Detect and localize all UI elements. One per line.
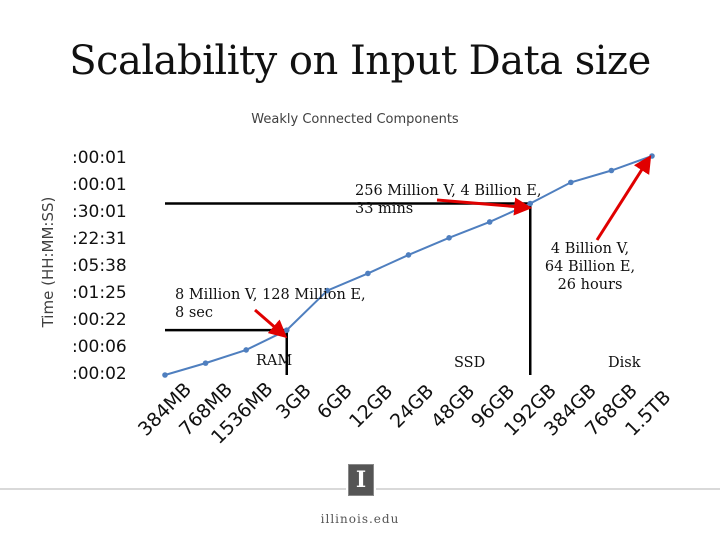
- region-label-ssd: SSD: [454, 355, 486, 371]
- data-point-12: [649, 153, 655, 159]
- callout-256m-line1: 256 Million V, 4 Billion E,: [355, 183, 542, 199]
- data-point-0: [162, 372, 168, 378]
- slide-title: Scalability on Input Data size: [69, 38, 651, 84]
- region-label-disk: Disk: [608, 355, 641, 371]
- callout-4b-line3: 26 hours: [557, 277, 623, 293]
- chart-title: Weakly Connected Components: [251, 112, 459, 127]
- region-label-ram: RAM: [256, 353, 293, 369]
- data-point-3: [283, 327, 290, 333]
- callout-256m-line2: 33 mins: [355, 201, 414, 217]
- data-point-7: [446, 234, 452, 241]
- y-tick-label: :00:02: [72, 364, 127, 384]
- data-point-1: [202, 360, 209, 366]
- y-tick-label: :22:31: [72, 229, 127, 249]
- callout-4b-line1: 4 Billion V,: [550, 241, 630, 257]
- y-tick-label: :00:06: [72, 337, 127, 357]
- callout-arrow-4b: [595, 154, 652, 241]
- data-point-8: [486, 219, 493, 225]
- y-tick-label: :00:22: [72, 310, 127, 330]
- callout-8m-line1: 8 Million V, 128 Million E,: [175, 287, 366, 303]
- y-tick-label: :00:01: [72, 148, 127, 168]
- callout-4b: 4 Billion V, 64 Billion E, 26 hours: [530, 240, 650, 294]
- y-tick-label: :30:01: [72, 202, 127, 222]
- footer-brand: illinois.edu: [320, 512, 400, 526]
- callout-4b-line2: 64 Billion E,: [544, 259, 636, 275]
- callout-8m: 8 Million V, 128 Million E, 8 sec: [175, 286, 366, 322]
- data-point-5: [365, 270, 371, 277]
- data-point-10: [568, 179, 574, 186]
- callout-8m-line2: 8 sec: [175, 305, 213, 321]
- y-tick-label: :05:38: [72, 256, 127, 276]
- logo-block-i-icon: I: [348, 464, 374, 496]
- data-point-11: [608, 167, 615, 174]
- callout-arrow-8m: [254, 308, 288, 339]
- university-logo: I: [346, 462, 376, 498]
- callout-arrow-256m: [436, 197, 533, 216]
- callout-256m: 256 Million V, 4 Billion E, 33 mins: [355, 182, 541, 218]
- y-tick-label: :00:01: [72, 175, 127, 195]
- y-tick-label: :01:25: [72, 283, 127, 303]
- data-point-6: [405, 252, 412, 258]
- data-point-2: [243, 347, 249, 353]
- data-point-4: [324, 287, 331, 294]
